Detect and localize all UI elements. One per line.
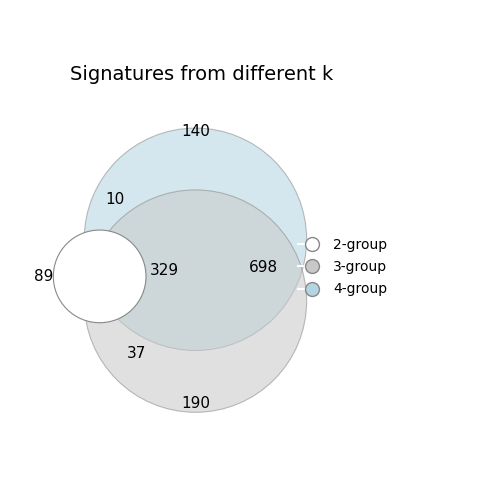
- Text: 140: 140: [181, 123, 210, 139]
- Legend: 2-group, 3-group, 4-group: 2-group, 3-group, 4-group: [293, 232, 393, 302]
- Text: 329: 329: [150, 263, 179, 278]
- Text: 698: 698: [249, 260, 278, 275]
- Circle shape: [53, 230, 146, 323]
- Text: 89: 89: [34, 269, 54, 284]
- Text: 190: 190: [181, 396, 210, 411]
- Title: Signatures from different k: Signatures from different k: [70, 65, 333, 84]
- Text: 37: 37: [127, 346, 147, 361]
- Circle shape: [84, 190, 306, 412]
- Circle shape: [84, 128, 306, 350]
- Text: 10: 10: [105, 192, 124, 207]
